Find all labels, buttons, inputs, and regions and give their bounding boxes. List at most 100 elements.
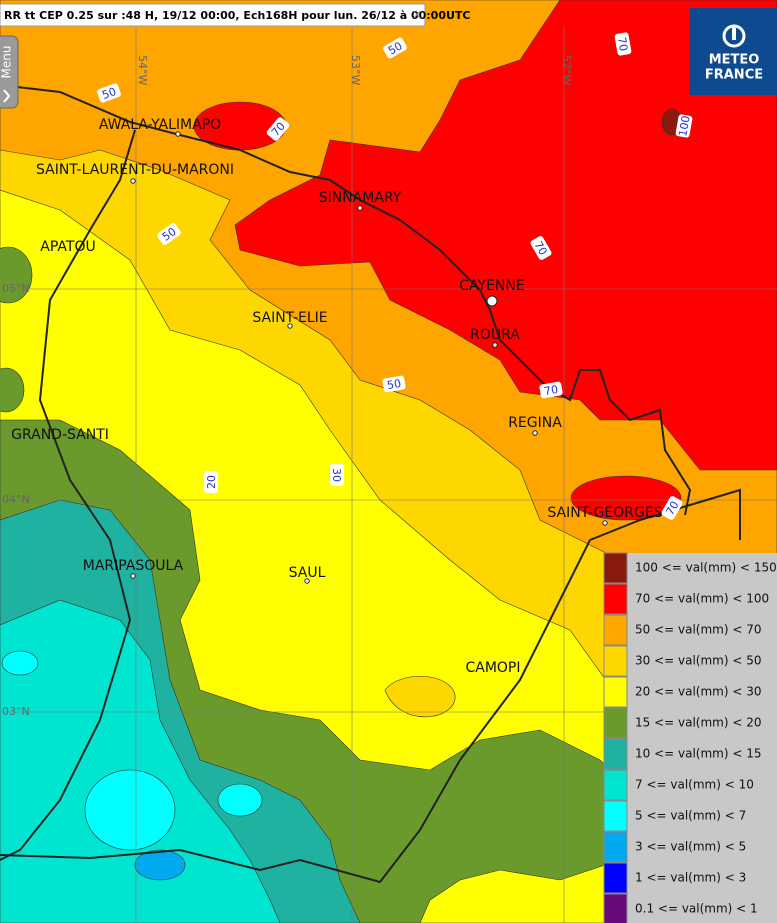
contour-label-text: 30 bbox=[330, 468, 343, 482]
contour-label: 50 bbox=[382, 375, 406, 393]
legend-label: 1 <= val(mm) < 3 bbox=[635, 871, 746, 885]
place-label: APATOU bbox=[40, 239, 95, 255]
place-label: MARIPASOULA bbox=[83, 558, 184, 574]
field-30-50 bbox=[384, 676, 456, 718]
field-70-100 bbox=[234, 0, 777, 471]
field-5-7 bbox=[84, 769, 176, 851]
places: AWALA-YALIMAPO SAINT-LAURENT-DU-MARONI SIN… bbox=[11, 117, 663, 676]
legend-label: 30 <= val(mm) < 50 bbox=[635, 654, 762, 668]
legend-swatch bbox=[603, 862, 628, 894]
longitude-label: 54°W bbox=[136, 55, 149, 85]
contour-label: 50 bbox=[383, 37, 407, 59]
legend-swatch bbox=[603, 707, 628, 739]
place-label: CAYENNE bbox=[459, 278, 524, 294]
legend-swatch bbox=[603, 552, 628, 584]
legend-label: 50 <= val(mm) < 70 bbox=[635, 623, 762, 637]
longitude-label: 52°W bbox=[560, 55, 573, 85]
contour-label: 70 bbox=[530, 236, 552, 260]
contour-label-text: 70 bbox=[531, 239, 549, 258]
place-marker bbox=[287, 323, 293, 329]
contour-label-bg bbox=[330, 464, 344, 486]
logo-text: METEO bbox=[709, 53, 760, 68]
logo-bg bbox=[690, 8, 777, 95]
legend-swatch bbox=[603, 583, 628, 615]
place-label: SAUL bbox=[289, 565, 326, 581]
contour-label: 30 bbox=[330, 464, 344, 486]
contour-label-bg bbox=[266, 117, 290, 141]
contour-label-text: 50 bbox=[100, 85, 118, 102]
tab: RR tt CEP 0.25 sur :48 H, 19/12 00:00, E… bbox=[0, 3, 471, 27]
legend-swatch bbox=[603, 800, 628, 832]
place-label: AWALA-YALIMAPO bbox=[99, 117, 221, 133]
field-15-20 bbox=[0, 367, 25, 413]
contour-label-text: 70 bbox=[543, 383, 559, 398]
contour-label: 20 bbox=[204, 471, 218, 493]
menu-chevron[interactable] bbox=[3, 89, 11, 103]
contour-label-bg bbox=[661, 496, 683, 520]
place-label: SAINT-LAURENT-DU-MARONI bbox=[36, 162, 234, 178]
menu-button[interactable]: Menu bbox=[0, 35, 19, 109]
grid: 54°W 53°W 52°W 05°N 04°N 03°N bbox=[0, 26, 777, 923]
legend-label: 20 <= val(mm) < 30 bbox=[635, 685, 762, 699]
legend-label: 10 <= val(mm) < 15 bbox=[635, 747, 762, 761]
contour-label-bg bbox=[530, 236, 552, 260]
place-label: REGINA bbox=[508, 415, 562, 431]
place-label: GRAND-SANTI bbox=[11, 427, 109, 443]
legend: 100 <= val(mm) < 150 70 <= val(mm) < 100 5… bbox=[603, 552, 777, 923]
place-marker bbox=[304, 578, 310, 584]
legend-swatch bbox=[603, 831, 628, 863]
place-marker bbox=[130, 573, 136, 579]
logo-icon bbox=[732, 26, 736, 40]
field-7-10 bbox=[0, 599, 281, 923]
legend-swatch bbox=[603, 676, 628, 708]
logo: METEO FRANCE bbox=[690, 8, 777, 95]
tab-bg bbox=[0, 3, 426, 27]
contour-label: 70 bbox=[661, 496, 683, 520]
contour-label-text: 70 bbox=[615, 36, 630, 52]
field-5-7 bbox=[217, 783, 263, 817]
latitude-label: 04°N bbox=[2, 493, 30, 506]
river-border bbox=[0, 129, 136, 861]
legend-swatch bbox=[603, 738, 628, 770]
tab-title: RR tt CEP 0.25 sur :48 H, 19/12 00:00, E… bbox=[4, 9, 471, 22]
menu-label[interactable]: Menu bbox=[0, 46, 14, 79]
contour-label-bg bbox=[539, 381, 563, 399]
logo-text: FRANCE bbox=[705, 68, 763, 83]
legend-label: 100 <= val(mm) < 150 bbox=[635, 561, 777, 575]
place-marker bbox=[492, 342, 498, 348]
contour-label: 100 bbox=[675, 114, 693, 138]
contour-label-text: 50 bbox=[386, 377, 402, 392]
place-label: SINNAMARY bbox=[319, 190, 402, 206]
latitude-label: 05°N bbox=[2, 282, 30, 295]
contour-label-bg bbox=[383, 37, 407, 59]
contour-label: 50 bbox=[97, 83, 121, 103]
place-marker bbox=[532, 430, 538, 436]
legend-swatch bbox=[603, 893, 628, 923]
contour-label: 70 bbox=[539, 381, 563, 399]
place-marker bbox=[175, 131, 181, 137]
place-label: SAINT-ELIE bbox=[252, 310, 327, 326]
longitude-label: 53°W bbox=[349, 55, 362, 85]
contour-label-bg bbox=[675, 114, 693, 138]
tab-close[interactable]: × bbox=[412, 8, 422, 22]
field-70-100 bbox=[570, 475, 682, 521]
legend-swatch bbox=[603, 645, 628, 677]
legend-label: 3 <= val(mm) < 5 bbox=[635, 840, 746, 854]
field-5-7 bbox=[1, 650, 39, 676]
legend-label: 70 <= val(mm) < 100 bbox=[635, 592, 769, 606]
contour-label-bg bbox=[614, 32, 632, 56]
contour-label-bg bbox=[157, 223, 181, 245]
latitude-label: 03°N bbox=[2, 705, 30, 718]
contour-label-text: 70 bbox=[663, 499, 681, 518]
legend-label: 0.1 <= val(mm) < 1 bbox=[635, 902, 758, 916]
contour-label: 70 bbox=[614, 32, 632, 56]
place-marker bbox=[130, 178, 136, 184]
legend-bg bbox=[604, 553, 777, 923]
place-marker bbox=[357, 205, 363, 211]
place-label: SAINT-GEORGES bbox=[547, 505, 662, 521]
legend-swatch bbox=[603, 614, 628, 646]
